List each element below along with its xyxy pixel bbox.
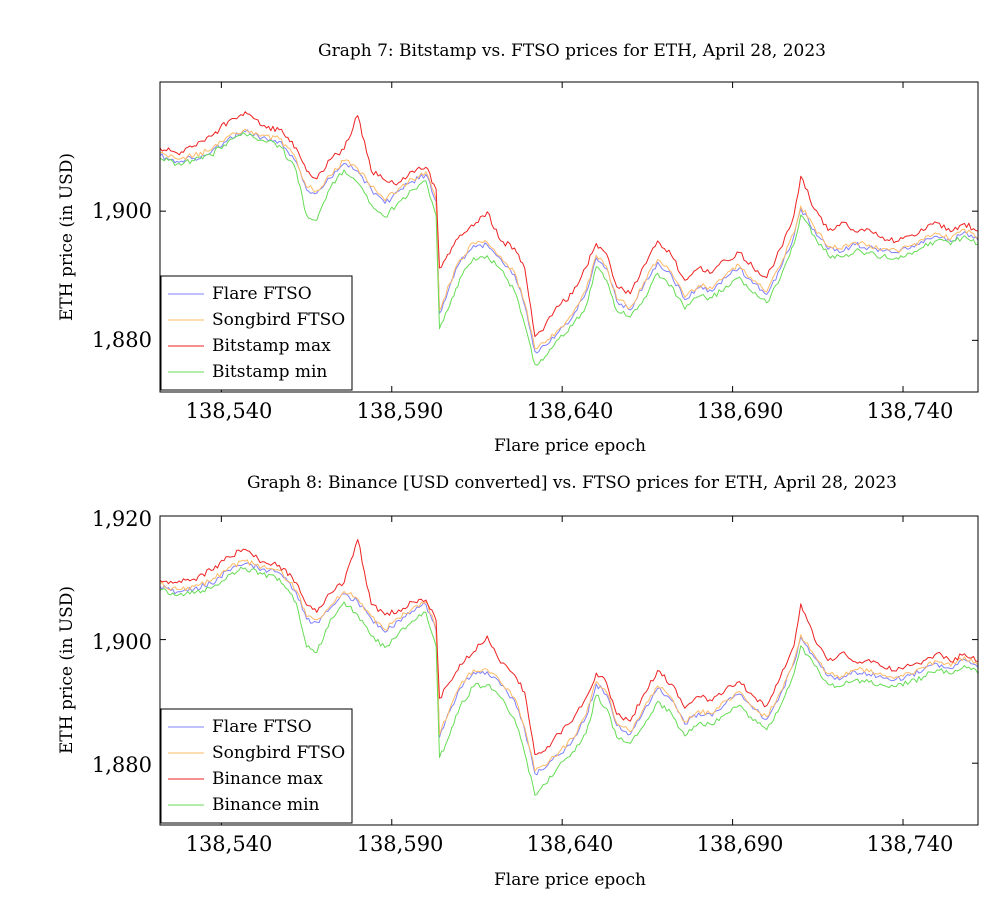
legend-label-songbird-ftso: Songbird FTSO [212, 743, 345, 763]
plot-lines [159, 539, 979, 796]
chart-graph-8: Graph 8: Binance [USD converted] vs. FTS… [57, 473, 979, 890]
x-tick-label: 138,590 [357, 832, 444, 856]
y-tick-label: 1,880 [92, 328, 152, 352]
y-axis-label: ETH price (in USD) [57, 153, 77, 321]
legend: Flare FTSO Songbird FTSO Bitstamp max Bi… [160, 275, 353, 391]
legend-label-bitstamp-max: Bitstamp max [212, 336, 331, 356]
legend: Flare FTSO Songbird FTSO Binance max Bin… [160, 708, 353, 824]
legend-label-binance-min: Binance min [212, 795, 320, 815]
legend-label-songbird-ftso: Songbird FTSO [212, 310, 345, 330]
x-tick-label: 138,640 [527, 399, 614, 423]
series-line-flare-ftso [159, 562, 979, 776]
x-axis-label: Flare price epoch [494, 436, 646, 456]
x-tick-label: 138,740 [867, 399, 954, 423]
y-tick-label: 1,880 [92, 753, 152, 777]
series-line-binance-min [159, 566, 979, 796]
chart-title: Graph 7: Bitstamp vs. FTSO prices for ET… [318, 41, 826, 61]
series-line-binance-max [159, 539, 978, 755]
y-tick-label: 1,900 [92, 630, 152, 654]
x-tick-label: 138,540 [186, 832, 273, 856]
series-line-bitstamp-max [159, 111, 979, 337]
chart-title: Graph 8: Binance [USD converted] vs. FTS… [247, 473, 897, 493]
x-tick-label: 138,690 [697, 832, 784, 856]
x-axis-label: Flare price epoch [494, 870, 646, 890]
plot-frame [159, 81, 979, 393]
x-tick-label: 138,740 [867, 832, 954, 856]
plot-lines [159, 111, 979, 366]
chart-graph-7: Graph 7: Bitstamp vs. FTSO prices for ET… [57, 41, 979, 456]
legend-label-binance-max: Binance max [212, 769, 323, 789]
series-line-bitstamp-min [159, 132, 979, 366]
y-axis-label: ETH price (in USD) [57, 586, 77, 754]
legend-label-flare-ftso: Flare FTSO [212, 284, 312, 304]
y-tick-label: 1,920 [92, 507, 152, 531]
x-tick-label: 138,590 [357, 399, 444, 423]
x-tick-label: 138,540 [186, 399, 273, 423]
x-tick-label: 138,640 [527, 832, 614, 856]
legend-label-bitstamp-min: Bitstamp min [212, 362, 327, 382]
plot-frame [159, 515, 979, 826]
x-tick-label: 138,690 [697, 399, 784, 423]
series-line-songbird-ftso [159, 128, 979, 350]
series-line-songbird-ftso [159, 559, 979, 772]
legend-label-flare-ftso: Flare FTSO [212, 717, 312, 737]
y-tick-label: 1,900 [92, 199, 152, 223]
legend-box [160, 275, 353, 391]
legend-box [160, 708, 353, 824]
